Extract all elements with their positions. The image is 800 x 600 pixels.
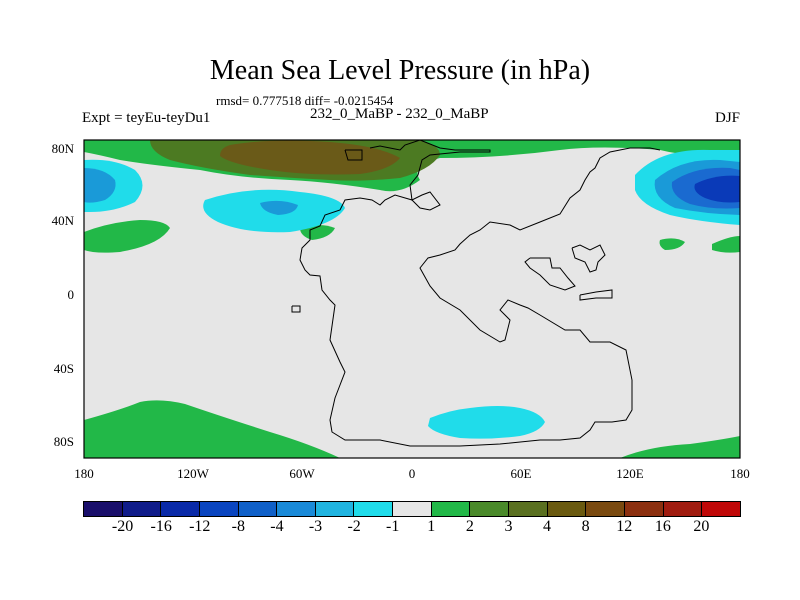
x-tick-label: 0 [408,466,416,481]
map-background [84,140,740,458]
y-tick-label: 80N [51,141,74,156]
positive-anomaly-pacific [300,225,335,240]
colorbar-label: 16 [654,518,671,535]
colorbar-swatch [199,502,239,516]
negative-anomaly-west-inner [84,168,116,203]
colorbar [83,501,741,517]
y-tick-label: 40S [53,361,74,376]
colorbar-label: 1 [427,518,436,535]
x-tick-label: 60W [289,466,315,481]
positive-anomaly-dateline [712,236,740,253]
coastline-islands [579,289,613,301]
colorbar-swatch [509,502,548,516]
coastline-peninsula [524,257,576,291]
negative-anomaly-antarctic [428,406,545,439]
colorbar-swatch [624,502,664,516]
colorbar-swatch [84,502,123,516]
stats-text: rmsd= 0.777518 diff= -0.0215454 [216,93,394,108]
colorbar-swatch [277,502,316,516]
colorbar-label: -20 [111,518,134,535]
positive-anomaly-west [84,220,170,253]
map-frame [83,139,741,459]
colorbar-label: -2 [347,518,361,535]
colorbar-swatch [161,502,200,516]
colorbar-label: -3 [308,518,323,535]
y-tick-label: 40N [51,213,74,228]
y-tick-label: 80S [53,434,74,449]
colorbar-label: -16 [150,518,172,535]
colorbar-label: -8 [231,518,245,535]
colorbar-label: 8 [581,518,590,535]
colorbar-label: -4 [270,518,284,535]
colorbar-label: 4 [543,518,552,535]
positive-anomaly-south [84,400,340,458]
colorbar-swatch [354,502,394,516]
positive-anomaly-east [659,238,685,250]
x-tick-label: 60E [510,466,532,481]
colorbar-swatch [431,502,471,516]
map-fill-layer [84,140,740,458]
x-tick-label: 120W [177,466,209,481]
x-tick-label: 120E [616,466,644,481]
coastline-continent [299,139,661,447]
subtitle: 232_0_MaBP - 232_0_MaBP [310,106,489,122]
colorbar-label: 2 [465,518,474,535]
coastline-isle-small [291,305,301,313]
colorbar-swatch [393,502,432,516]
negative-anomaly-central-inner [260,200,298,215]
colorbar-label: -12 [189,518,211,535]
x-tick-label: 180 [74,466,94,481]
season-label: DJF [714,110,740,126]
experiment-label: Expt = teyEu-teyDu1 [82,110,211,126]
y-tick-label: 0 [67,287,75,302]
map-title: Mean Sea Level Pressure (in hPa) [209,55,591,86]
colorbar-swatch [547,502,587,516]
coastline-north [344,149,363,161]
colorbar-swatch [122,502,162,516]
x-tick-label: 180 [730,466,750,481]
colorbar-swatch [238,502,278,516]
colorbar-swatch [702,502,740,516]
coastline-layer [291,139,661,447]
colorbar-swatch [586,502,625,516]
anomaly-brown-core [220,140,400,175]
colorbar-label: 12 [616,518,633,535]
colorbar-label: -1 [386,518,400,535]
coastline-east-coast [571,244,606,273]
colorbar-swatch [315,502,355,516]
colorbar-swatch [663,502,703,516]
colorbar-label: 20 [693,518,710,535]
positive-anomaly-south-east [620,436,740,458]
negative-anomaly-east-core [694,175,740,203]
colorbar-swatch [470,502,510,516]
colorbar-label: 3 [504,518,513,535]
